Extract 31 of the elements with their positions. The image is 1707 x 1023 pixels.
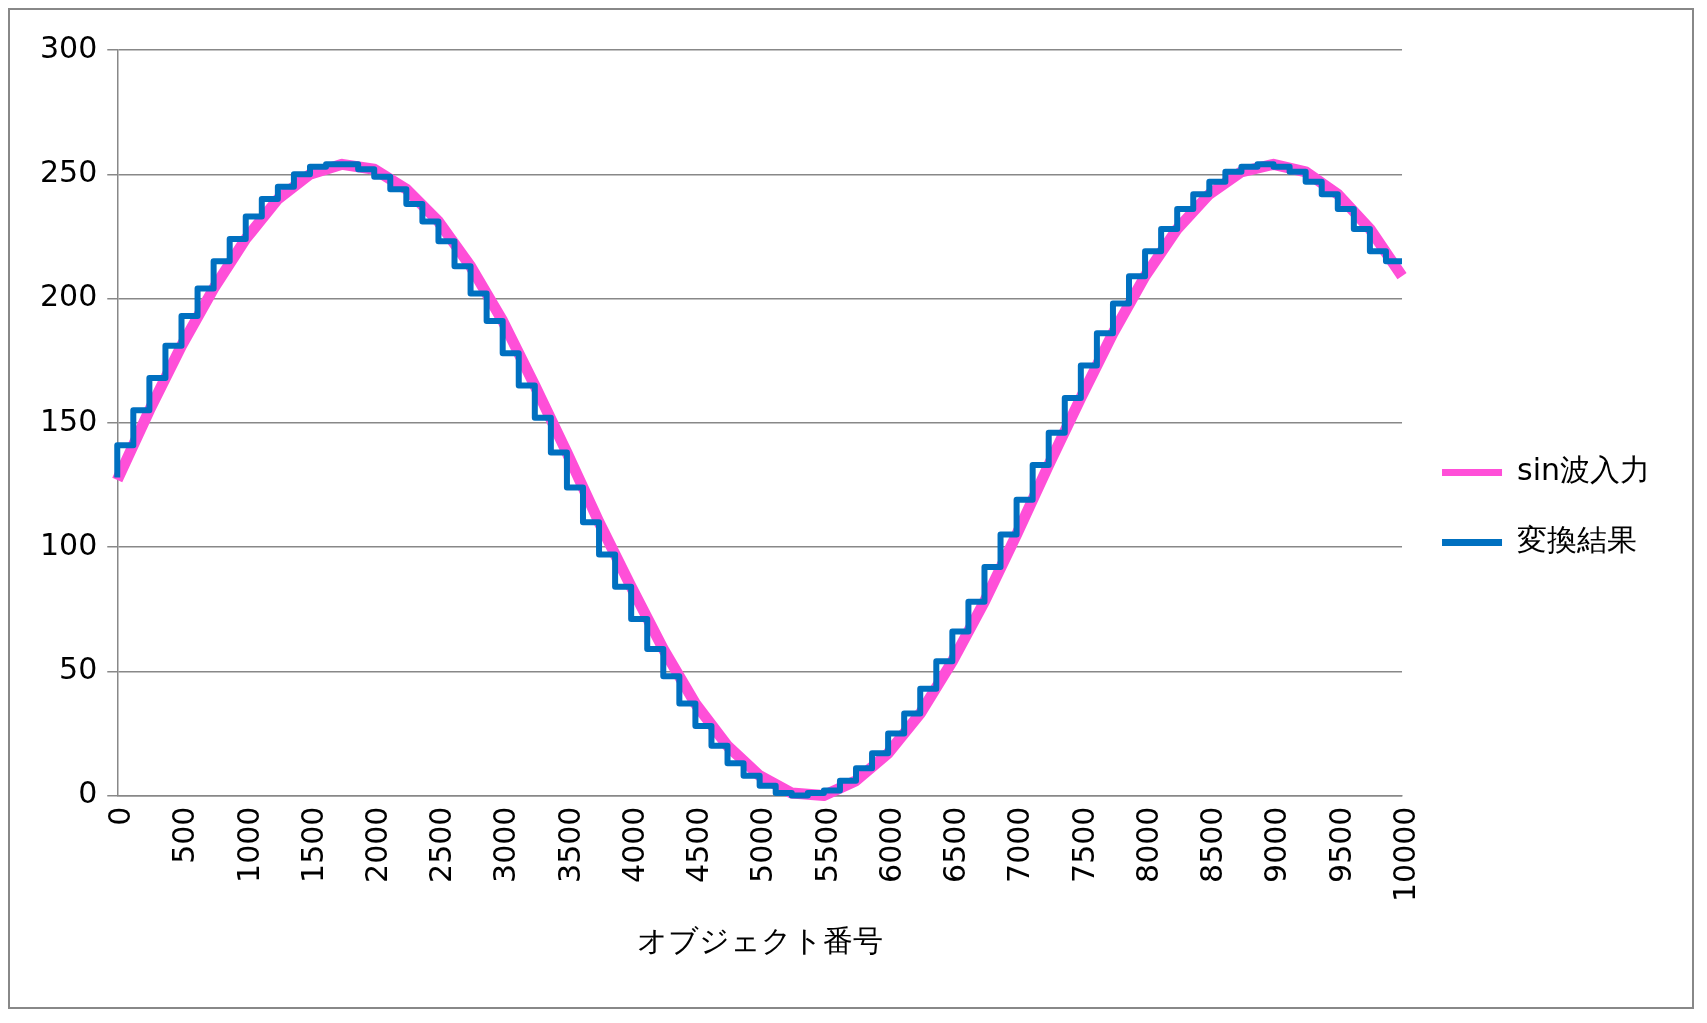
y-tick-label: 300: [40, 29, 98, 65]
x-tick-label: 8000: [1129, 806, 1165, 883]
x-tick-label: 0: [102, 806, 138, 826]
x-tick-label: 10000: [1386, 806, 1422, 902]
x-tick-label: 5000: [744, 806, 780, 883]
x-tick-label: 3000: [487, 806, 523, 883]
x-tick-label: 2000: [359, 806, 395, 883]
x-tick-label: 1500: [294, 806, 330, 883]
y-tick-label: 250: [40, 154, 98, 190]
x-tick-label: 4000: [615, 806, 651, 883]
x-tick-label: 6000: [872, 806, 908, 883]
y-tick-label: 50: [59, 651, 98, 687]
x-tick-label: 5500: [808, 806, 844, 883]
x-tick-label: 9000: [1258, 806, 1294, 883]
legend-label: sin波入力: [1517, 452, 1651, 488]
x-tick-label: 6500: [937, 806, 973, 883]
y-tick-label: 200: [40, 278, 98, 314]
x-tick-label: 4500: [680, 806, 716, 883]
x-tick-label: 7000: [1001, 806, 1037, 883]
x-axis-title: オブジェクト番号: [636, 922, 883, 958]
x-tick-label: 1000: [230, 806, 266, 883]
x-tick-label: 3500: [551, 806, 587, 883]
x-tick-label: 500: [166, 806, 202, 864]
y-tick-label: 0: [78, 775, 98, 811]
x-tick-label: 9500: [1322, 806, 1358, 883]
legend-label: 変換結果: [1517, 522, 1638, 558]
x-tick-label: 2500: [423, 806, 459, 883]
x-tick-label: 7500: [1065, 806, 1101, 883]
y-tick-label: 150: [40, 402, 98, 438]
x-tick-label: 8500: [1194, 806, 1230, 883]
y-tick-label: 100: [40, 526, 98, 562]
